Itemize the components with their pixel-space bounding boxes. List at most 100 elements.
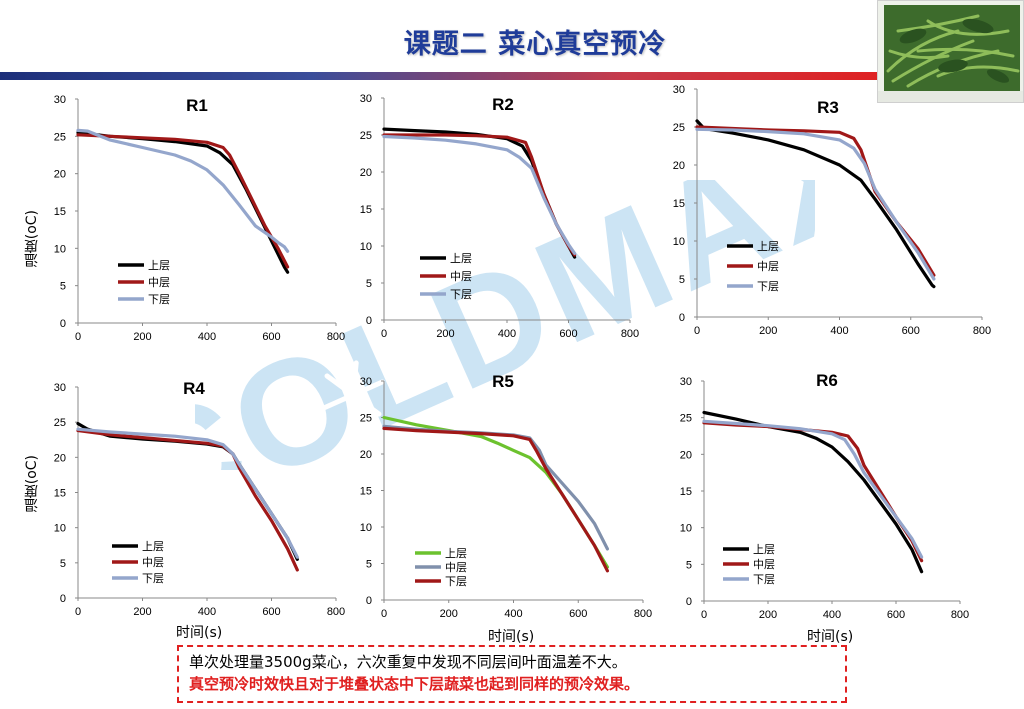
legend-label: 下层 (148, 293, 170, 306)
x-tick-label: 400 (823, 609, 841, 621)
series-line-1 (382, 415, 610, 569)
x-tick-label: 400 (498, 328, 516, 340)
x-tick-label: 800 (951, 609, 969, 621)
y-tick-label: 25 (360, 413, 372, 425)
y-tick-label: 20 (360, 167, 372, 179)
y-tick-label: 15 (673, 198, 685, 210)
x-axis-label-r5: 时间(s) (488, 629, 535, 645)
x-tick-label: 0 (381, 608, 387, 620)
x-tick-label: 200 (133, 331, 151, 343)
x-tick-label: 800 (327, 331, 345, 343)
series-line-3 (702, 419, 924, 559)
y-tick-label: 10 (360, 241, 372, 253)
y-tick-label: 20 (54, 452, 66, 464)
legend-label: 中层 (445, 561, 467, 574)
x-tick-label: 0 (75, 331, 81, 343)
y-tick-label: 0 (366, 315, 372, 327)
y-tick-label: 0 (60, 593, 66, 605)
series-line-2 (695, 125, 936, 277)
legend-label: 中层 (142, 556, 164, 569)
series-line-3 (382, 134, 577, 255)
y-tick-label: 10 (673, 236, 685, 248)
x-tick-label: 600 (569, 608, 587, 620)
chart-title: R5 (492, 372, 514, 391)
chart-title: R4 (183, 379, 205, 398)
y-tick-label: 10 (680, 523, 692, 535)
x-tick-label: 800 (327, 606, 345, 618)
y-tick-label: 25 (360, 130, 372, 142)
y-tick-label: 30 (680, 376, 692, 388)
chart-title: R2 (492, 95, 514, 114)
series-line-1 (382, 127, 577, 259)
legend-label: 上层 (148, 259, 170, 272)
legend-label: 上层 (142, 540, 164, 553)
y-tick-label: 25 (54, 131, 66, 143)
y-tick-label: 5 (366, 278, 372, 290)
y-tick-label: 30 (54, 382, 66, 394)
x-tick-label: 200 (436, 328, 454, 340)
legend-label: 上层 (450, 252, 472, 265)
legend-label: 中层 (450, 270, 472, 283)
chart-title: R6 (816, 371, 838, 390)
series-line-2 (702, 421, 924, 563)
y-tick-label: 5 (60, 281, 66, 293)
x-tick-label: 400 (830, 325, 848, 337)
y-tick-label: 20 (673, 160, 685, 172)
y-tick-label: 10 (54, 243, 66, 255)
x-tick-label: 600 (559, 328, 577, 340)
x-tick-label: 200 (133, 606, 151, 618)
x-tick-label: 0 (694, 325, 700, 337)
y-tick-label: 20 (54, 169, 66, 181)
y-tick-label: 10 (360, 522, 372, 534)
x-axis-label-r6: 时间(s) (807, 629, 854, 645)
legend-label: 中层 (757, 260, 779, 273)
series-line-1 (695, 119, 936, 289)
y-tick-label: 0 (366, 595, 372, 607)
conclusion-line-1: 单次处理量3500g菜心，六次重复中发现不同层间叶面温差不大。 (189, 653, 627, 671)
y-tick-label: 30 (360, 93, 372, 105)
legend-label: 下层 (445, 575, 467, 588)
y-tick-label: 20 (360, 449, 372, 461)
series-line-3 (76, 427, 299, 559)
y-tick-label: 30 (54, 94, 66, 106)
x-tick-label: 400 (198, 606, 216, 618)
y-tick-label: 5 (686, 559, 692, 571)
x-tick-label: 600 (902, 325, 920, 337)
x-tick-label: 600 (887, 609, 905, 621)
y-tick-label: 25 (680, 413, 692, 425)
x-tick-label: 0 (701, 609, 707, 621)
legend-label: 下层 (142, 572, 164, 585)
x-tick-label: 0 (75, 606, 81, 618)
conclusion-line-2: 真空预冷时效快且对于堆叠状态中下层蔬菜也起到同样的预冷效果。 (189, 675, 640, 693)
x-tick-label: 800 (634, 608, 652, 620)
x-axis-label-r4: 时间(s) (176, 625, 223, 641)
legend-label: 中层 (753, 558, 775, 571)
y-axis-label-top: 温度(oC) (24, 210, 40, 268)
x-tick-label: 800 (621, 328, 639, 340)
chart-title: R3 (817, 98, 839, 117)
conclusion-box: 单次处理量3500g菜心，六次重复中发现不同层间叶面温差不大。 真空预冷时效快且… (177, 645, 847, 703)
legend-label: 上层 (445, 547, 467, 560)
series-line-2 (76, 133, 290, 269)
vegetable-photo (877, 0, 1024, 103)
chart-title: R1 (186, 96, 208, 115)
x-tick-label: 0 (381, 328, 387, 340)
y-tick-label: 25 (673, 122, 685, 134)
y-tick-label: 25 (54, 417, 66, 429)
x-tick-label: 600 (262, 331, 280, 343)
series-line-3 (695, 127, 936, 281)
y-tick-label: 5 (366, 559, 372, 571)
x-tick-label: 600 (262, 606, 280, 618)
x-tick-label: 200 (759, 609, 777, 621)
x-tick-label: 400 (198, 331, 216, 343)
legend-label: 上层 (757, 240, 779, 253)
y-tick-label: 15 (54, 488, 66, 500)
y-axis-label-bottom: 温度(oC) (24, 455, 40, 513)
y-tick-label: 5 (679, 274, 685, 286)
legend-label: 下层 (757, 280, 779, 293)
